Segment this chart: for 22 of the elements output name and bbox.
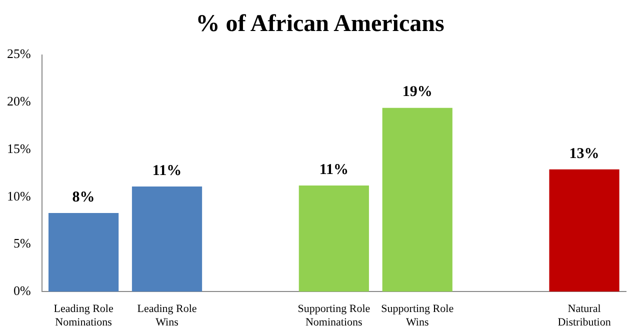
bar <box>48 212 119 292</box>
bar <box>382 108 452 292</box>
y-tick-label: 5% <box>13 236 31 251</box>
y-tick-label: 15% <box>6 140 31 156</box>
x-tick-label: Leading Role Nominations <box>54 303 114 328</box>
y-tick-label: 20% <box>6 94 31 109</box>
y-tick-label: 0% <box>13 283 31 298</box>
data-label: 13% <box>569 146 600 162</box>
data-label: 11% <box>319 162 349 178</box>
bar <box>298 186 369 292</box>
bar <box>549 169 620 292</box>
y-tick-label: 10% <box>6 188 31 204</box>
chart-title: % of African Americans <box>194 10 446 39</box>
data-label: 19% <box>402 84 432 100</box>
x-tick-label: Natural Distribution <box>558 303 612 328</box>
data-label: 11% <box>152 162 182 179</box>
x-tick-label: Supporting Role Wins <box>381 303 454 328</box>
y-tick-label: 25% <box>6 46 31 62</box>
bar <box>132 186 202 292</box>
x-tick-label: Leading Role Wins <box>137 303 197 328</box>
data-label: 8% <box>72 189 95 206</box>
x-tick-label: Supporting Role Nominations <box>298 303 370 328</box>
